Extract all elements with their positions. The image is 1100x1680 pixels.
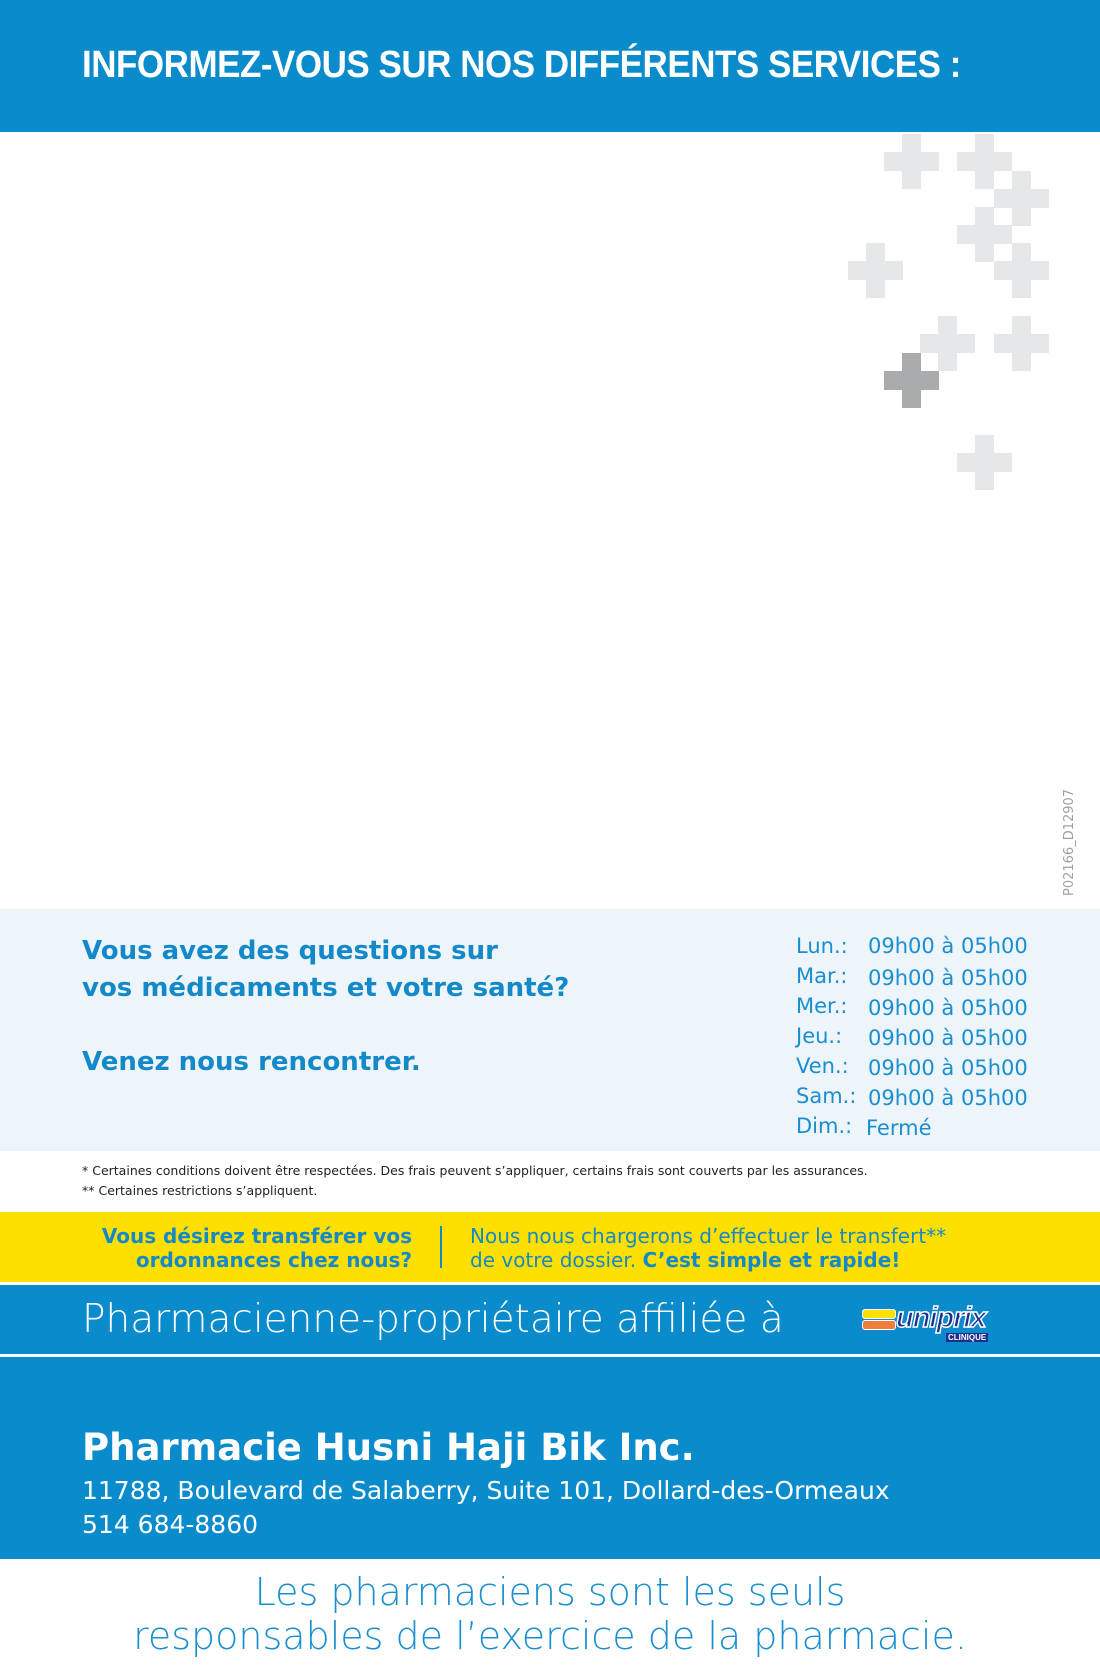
uniprix-logo: uniprix CLINIQUE: [862, 1301, 1017, 1345]
hours-day: Sam.:: [796, 1084, 857, 1108]
plus-icon: [884, 134, 939, 189]
pharmacy-name: Pharmacie Husni Haji Bik Inc.: [82, 1426, 695, 1469]
invite-text: Venez nous rencontrer.: [82, 1047, 421, 1077]
question-line-1: Vous avez des questions sur: [82, 936, 498, 966]
plus-icon: [994, 243, 1049, 298]
plus-icon: [957, 134, 1012, 189]
hours-day: Mar.:: [796, 964, 848, 988]
hours-day: Jeu.:: [796, 1024, 843, 1048]
plus-icon: [957, 207, 1012, 262]
plus-icon: [920, 316, 975, 371]
transfer-answer-line-1: Nous nous chargerons d’effectuer le tran…: [470, 1224, 947, 1248]
footnote-2: ** Certaines restrictions s’appliquent.: [82, 1183, 318, 1198]
tagline-line-2: responsables de l’exercice de la pharmac…: [133, 1614, 967, 1658]
document-code: P02166_D12907: [1062, 788, 1077, 896]
question-line-2: vos médicaments et votre santé?: [82, 973, 570, 1003]
logo-subtext: CLINIQUE: [946, 1333, 989, 1342]
transfer-question-line-1: Vous désirez transférer vos: [101, 1224, 412, 1248]
hours-time: 09h00 à 05h00: [868, 1056, 1028, 1080]
header-banner: INFORMEZ-VOUS SUR NOS DIFFÉRENTS SERVICE…: [0, 0, 1100, 132]
hours-time: 09h00 à 05h00: [868, 966, 1028, 990]
affiliation-text: Pharmacienne-propriétaire affiliée à: [82, 1297, 784, 1342]
page-title: INFORMEZ-VOUS SUR NOS DIFFÉRENTS SERVICE…: [82, 44, 961, 86]
info-panel: [0, 909, 1100, 1151]
transfer-banner: Vous désirez transférer vos ordonnances …: [0, 1212, 1100, 1282]
hours-day: Mer.:: [796, 994, 848, 1018]
footnote-1: * Certaines conditions doivent être resp…: [82, 1163, 868, 1178]
affiliation-band: Pharmacienne-propriétaire affiliée à uni…: [0, 1285, 1100, 1354]
pharmacy-info: Pharmacie Husni Haji Bik Inc. 11788, Bou…: [0, 1357, 1100, 1559]
hours-time: Fermé: [866, 1116, 932, 1140]
divider: [440, 1226, 442, 1268]
plus-icon: [994, 316, 1049, 371]
hours-day: Lun.:: [796, 934, 848, 958]
transfer-question: Vous désirez transférer vos ordonnances …: [102, 1224, 412, 1272]
plus-icon: [994, 171, 1049, 226]
hours-day: Dim.:: [796, 1114, 853, 1138]
transfer-question-line-2: ordonnances chez nous?: [135, 1248, 412, 1272]
hours-time: 09h00 à 05h00: [868, 1026, 1028, 1050]
pharmacy-phone[interactable]: 514 684-8860: [82, 1510, 259, 1539]
transfer-emphasis: C’est simple et rapide!: [642, 1248, 901, 1272]
plus-icon: [957, 435, 1012, 490]
pharmacy-address: 11788, Boulevard de Salaberry, Suite 101…: [82, 1476, 890, 1505]
hours-time: 09h00 à 05h00: [868, 1086, 1028, 1110]
hours-time: 09h00 à 05h00: [868, 996, 1028, 1020]
plus-icon: [848, 243, 903, 298]
hours-time: 09h00 à 05h00: [868, 934, 1028, 958]
tagline-line-1: Les pharmaciens sont les seuls: [254, 1570, 846, 1614]
logo-text: uniprix: [895, 1301, 987, 1335]
hours-day: Ven.:: [796, 1054, 849, 1078]
transfer-answer: Nous nous chargerons d’effectuer le tran…: [470, 1224, 946, 1272]
plus-icon: [884, 353, 939, 408]
tagline: Les pharmaciens sont les seuls responsab…: [0, 1570, 1100, 1658]
transfer-answer-line-2: de votre dossier.: [470, 1248, 643, 1272]
